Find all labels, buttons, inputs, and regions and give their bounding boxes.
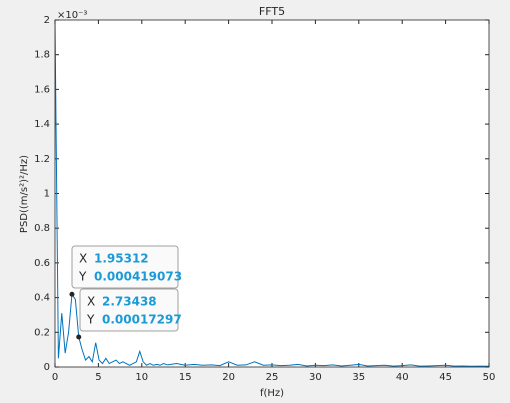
datatip-y-value: 0.000419073 <box>94 270 182 284</box>
datatip-y-value: 0.00017297 <box>102 313 182 327</box>
y-tick-label: 1.2 <box>34 154 50 165</box>
datatip-x-name: X <box>79 252 87 266</box>
x-tick-label: 45 <box>439 372 452 383</box>
datatip-marker <box>76 334 82 340</box>
datatip-y-name: Y <box>86 313 95 327</box>
x-axis-label: f(Hz) <box>260 388 284 399</box>
x-tick-label: 20 <box>222 372 235 383</box>
axes-box <box>54 19 490 368</box>
datatip-box <box>79 288 179 332</box>
y-tick-label: 2 <box>44 15 50 26</box>
y-tick-label: 1 <box>44 189 50 200</box>
datatip: X 2.73438 Y 0.00017297 <box>79 288 182 332</box>
x-tick-label: 5 <box>95 372 101 383</box>
datatip-x-name: X <box>87 295 95 309</box>
datatip-box <box>71 245 179 289</box>
y-tick-label: 0.2 <box>34 327 50 338</box>
datatip-marker <box>69 291 75 297</box>
datatip: X 1.95312 Y 0.000419073 <box>71 245 182 289</box>
y-tick-label: 1.8 <box>34 50 50 61</box>
y-tick-label: 0 <box>44 362 50 373</box>
y-tick-label: 0.4 <box>34 293 50 304</box>
y-exponent-label: ×10⁻³ <box>57 10 87 21</box>
y-tick-label: 0.8 <box>34 223 50 234</box>
x-tick-label: 10 <box>135 372 148 383</box>
x-tick-label: 50 <box>483 372 496 383</box>
y-tick-label: 1.4 <box>34 119 50 130</box>
x-tick-label: 30 <box>309 372 322 383</box>
datatip-x-value: 1.95312 <box>94 252 149 266</box>
x-tick-label: 0 <box>52 372 58 383</box>
y-tick-label: 1.6 <box>34 84 50 95</box>
line-series <box>55 23 489 367</box>
chart-title: FFT5 <box>259 5 285 18</box>
datatip-x-value: 2.73438 <box>102 295 157 309</box>
x-tick-label: 15 <box>179 372 192 383</box>
y-tick-label: 0.6 <box>34 258 50 269</box>
x-tick-label: 25 <box>266 372 279 383</box>
datatip-y-name: Y <box>78 270 87 284</box>
x-tick-label: 35 <box>352 372 365 383</box>
x-tick-label: 40 <box>396 372 409 383</box>
y-axis-label: PSD((m/s²)²/Hz) <box>19 155 30 233</box>
